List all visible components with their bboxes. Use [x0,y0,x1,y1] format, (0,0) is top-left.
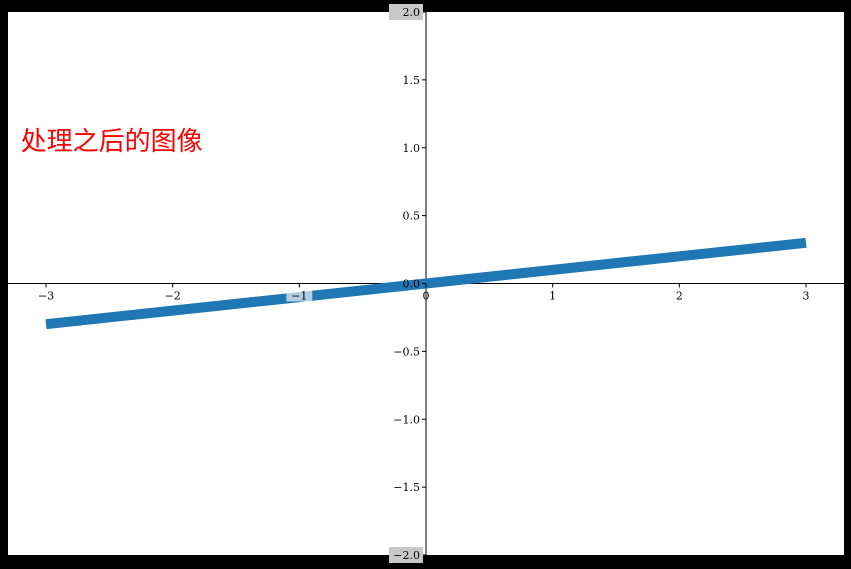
x-tick-label-box [669,288,689,302]
x-tick-label-box [159,288,186,302]
x-tick-label: 2 [676,290,683,303]
y-tick-label: −1.0 [393,413,420,426]
x-tick-label: 3 [803,290,810,303]
y-tick-label: −2.0 [393,549,420,562]
x-tick-labels: −3 −2 −1 0 1 2 3 [33,283,816,303]
y-tick-label: 2.0 [403,6,421,19]
y-tick-label: 0.0 [403,278,421,291]
y-tick-label: −1.5 [393,481,420,494]
x-tick-label: 1 [549,290,556,303]
y-tick-label: 1.5 [403,74,421,87]
x-tick-label-box [796,288,816,302]
y-tick-labels: 2.0 1.5 1.0 0.5 0.0 −0.5 −1.0 −1.5 −2.0 [389,4,426,563]
chart-annotation: 处理之后的图像 [21,127,203,157]
y-tick-label: −0.5 [393,345,420,358]
y-tick-label: 0.5 [403,210,421,223]
x-tick-label: −3 [38,290,54,303]
x-tick-label: 0 [423,290,430,303]
x-tick-label: −1 [291,290,307,303]
x-tick-label: −2 [165,290,181,303]
x-tick-label-box [33,288,59,302]
y-tick-label-box [389,4,423,20]
y-tick-label-box [389,547,423,563]
x-tick-label-box [543,288,563,302]
y-tick-label: 1.0 [403,142,421,155]
x-tick-label-box [286,288,313,302]
